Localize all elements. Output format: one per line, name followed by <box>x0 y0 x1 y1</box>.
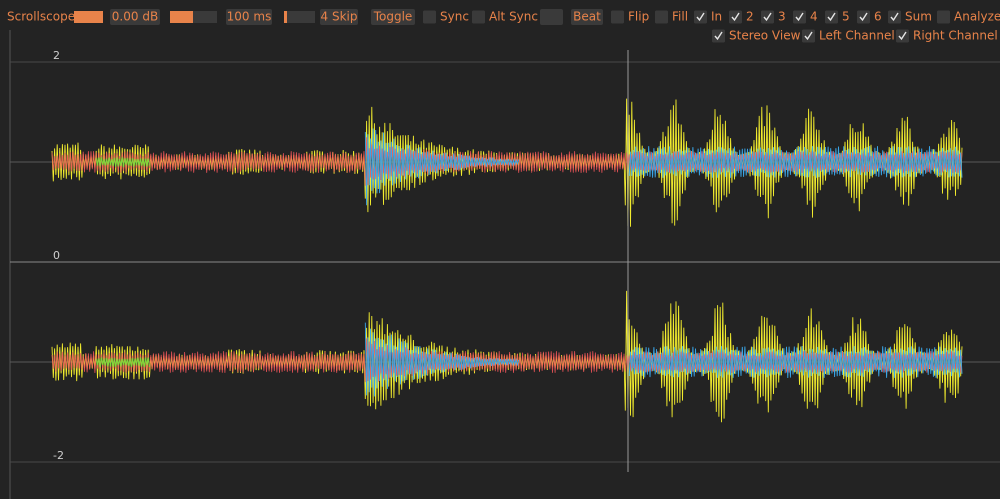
checkbox[interactable] <box>472 10 485 24</box>
skip-box[interactable] <box>320 9 358 25</box>
slider-fill[interactable] <box>284 11 287 23</box>
checkbox-label[interactable]: Left Channel <box>819 29 895 43</box>
check-mark[interactable] <box>696 12 705 22</box>
checkbox[interactable] <box>729 10 742 24</box>
checkbox[interactable] <box>825 10 838 24</box>
checkbox[interactable] <box>694 10 707 24</box>
checkbox[interactable] <box>655 10 668 24</box>
length-label[interactable]: 100 ms <box>227 10 272 24</box>
checkbox-label[interactable]: In <box>711 10 722 24</box>
checkbox[interactable] <box>611 10 624 24</box>
check-mark[interactable] <box>898 31 907 41</box>
checkbox[interactable] <box>761 10 774 24</box>
checkbox-label[interactable]: Right Channel <box>913 29 998 43</box>
slider-track[interactable] <box>284 11 315 23</box>
toggle-switch-box[interactable] <box>540 9 563 25</box>
beat-button-box[interactable] <box>571 9 603 25</box>
checkbox-label[interactable]: Sum <box>905 10 932 24</box>
checkbox[interactable] <box>937 10 950 24</box>
checkbox-label[interactable]: Flip <box>628 10 649 24</box>
length-box[interactable] <box>226 9 272 25</box>
green-wave <box>95 357 150 367</box>
checkbox[interactable] <box>802 29 815 43</box>
waveforms <box>51 98 963 423</box>
checkbox[interactable] <box>793 10 806 24</box>
axis-label: -2 <box>53 449 64 462</box>
checkbox[interactable] <box>896 29 909 43</box>
checkbox-label[interactable]: 6 <box>874 10 882 24</box>
check-mark[interactable] <box>804 31 813 41</box>
checkbox-label[interactable]: Stereo View <box>729 29 801 43</box>
axis-label: 0 <box>53 249 60 262</box>
slider-fill[interactable] <box>74 11 103 23</box>
checkbox-label[interactable]: Alt Sync <box>489 10 538 24</box>
checkbox-label[interactable]: 4 <box>810 10 818 24</box>
check-mark[interactable] <box>795 12 804 22</box>
checkbox[interactable] <box>888 10 901 24</box>
toggle-button-label[interactable]: Toggle <box>373 10 413 24</box>
checkbox[interactable] <box>712 29 725 43</box>
toolbar: Scrollscope 0.00 dB 100 ms 4 Skip Toggle Beat… <box>7 9 1000 43</box>
checkbox[interactable] <box>857 10 870 24</box>
check-mark[interactable] <box>890 12 899 22</box>
app-title: Scrollscope <box>7 10 75 24</box>
check-mark[interactable] <box>859 12 868 22</box>
beat-button-label[interactable]: Beat <box>573 10 601 24</box>
toggle-button-box[interactable] <box>371 9 415 25</box>
slider-fill[interactable] <box>170 11 193 23</box>
check-mark[interactable] <box>763 12 772 22</box>
checkbox-label[interactable]: Fill <box>672 10 688 24</box>
checkbox-label[interactable]: Analyze <box>954 10 1000 24</box>
checkbox-label[interactable]: 3 <box>778 10 786 24</box>
gain-label[interactable]: 0.00 dB <box>112 10 158 24</box>
checkbox-label[interactable]: Sync <box>440 10 469 24</box>
check-mark[interactable] <box>827 12 836 22</box>
skip-label[interactable]: 4 Skip <box>321 10 358 24</box>
green-wave <box>95 157 150 167</box>
checkbox-label[interactable]: 2 <box>746 10 754 24</box>
axis-label: 2 <box>53 49 60 62</box>
checkbox[interactable] <box>423 10 436 24</box>
gain-box[interactable] <box>110 9 160 25</box>
blue-wave <box>364 322 963 397</box>
check-mark[interactable] <box>731 12 740 22</box>
checkbox-label[interactable]: 5 <box>842 10 850 24</box>
check-mark[interactable] <box>714 31 723 41</box>
blue-wave <box>364 128 963 206</box>
